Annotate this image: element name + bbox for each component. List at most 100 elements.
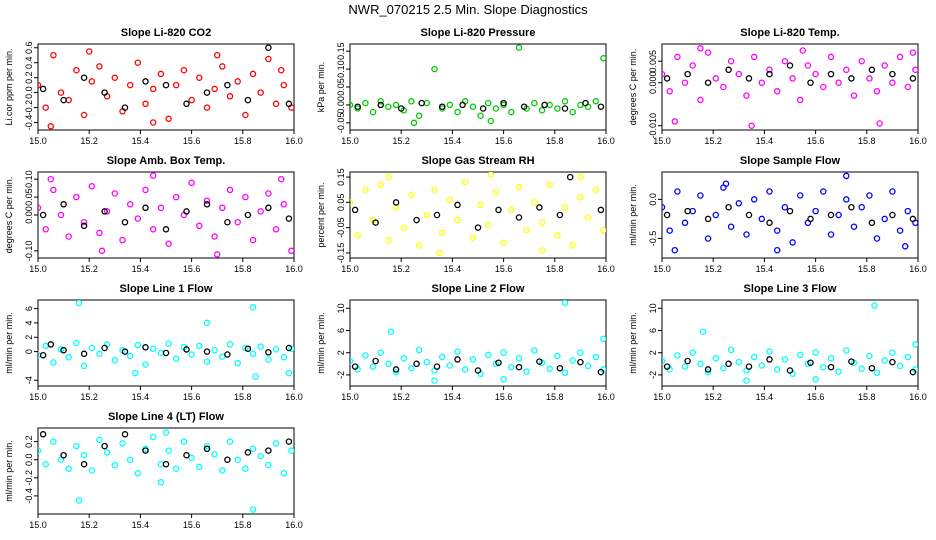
highlight-point: [433, 363, 441, 370]
data-point: [697, 96, 704, 104]
x-tick-label: 15.4: [132, 264, 150, 274]
y-tick-label: -0.4: [24, 488, 34, 504]
data-point: [681, 79, 689, 86]
data-point: [272, 226, 280, 233]
data-point: [487, 117, 495, 125]
data-point: [735, 358, 743, 366]
highlight-point: [285, 438, 293, 445]
highlight-point: [121, 431, 129, 438]
highlight-point: [515, 214, 523, 221]
highlight-point: [438, 103, 446, 110]
highlight-point: [807, 359, 814, 366]
data-point: [392, 368, 400, 376]
data-point: [65, 233, 72, 240]
data-point: [362, 99, 369, 107]
chart-panel: Slope Li-820 Temp. 15.0 15.2 15.4 15.6 15.8 16…: [628, 27, 927, 146]
highlight-point: [745, 75, 753, 82]
data-point: [469, 356, 477, 363]
y-tick-label: 0.15: [336, 168, 346, 186]
data-point: [697, 45, 704, 52]
data-point: [157, 479, 165, 486]
data-point: [38, 447, 42, 454]
data-point: [392, 101, 400, 109]
data-point: [866, 352, 873, 360]
data-point: [812, 349, 819, 356]
x-tick-label: 16.0: [909, 136, 927, 146]
data-point: [881, 215, 888, 223]
data-point: [132, 369, 139, 377]
y-tick-label: 6: [24, 306, 34, 311]
chart-panel: Slope Amb. Box Temp. 15.0 15.2 15.4 15.6 15.8…: [4, 155, 303, 274]
data-point: [843, 66, 850, 74]
highlight-point: [474, 367, 482, 374]
highlight-point: [39, 211, 47, 219]
data-point: [538, 219, 546, 226]
x-tick-label: 15.2: [704, 136, 722, 146]
highlight-point: [224, 456, 231, 463]
x-tick-label: 15.6: [495, 136, 513, 146]
data-point: [272, 100, 280, 108]
highlight-point: [827, 363, 835, 371]
data-point: [350, 357, 354, 365]
data-point: [835, 368, 842, 375]
highlight-point: [121, 348, 129, 355]
y-tick-label: 0.05: [336, 194, 346, 212]
data-points: [38, 300, 294, 380]
data-point: [454, 348, 461, 355]
data-point: [889, 349, 896, 356]
data-point: [280, 81, 288, 89]
highlight-point: [142, 78, 149, 85]
y-tick-label: -4: [24, 376, 34, 384]
highlight-point: [827, 211, 835, 219]
data-point: [758, 215, 766, 223]
data-point: [438, 353, 446, 361]
data-point: [272, 346, 280, 353]
data-point: [735, 200, 743, 207]
highlight-point: [577, 358, 584, 366]
data-points: [38, 429, 294, 513]
highlight-point: [766, 356, 773, 363]
data-point: [873, 369, 881, 376]
data-point: [242, 193, 249, 201]
data-point: [735, 70, 743, 78]
data-point: [876, 120, 883, 127]
data-point: [781, 356, 789, 363]
data-point: [720, 364, 727, 372]
data-point: [42, 104, 49, 111]
y-axis-label: kPa per min.: [316, 62, 326, 113]
highlight-point: [39, 85, 47, 93]
data-point: [712, 211, 720, 219]
data-point: [96, 350, 103, 358]
highlight-point: [786, 62, 794, 69]
highlight-point: [162, 460, 170, 468]
data-point: [188, 96, 195, 104]
y-axis-label: ml/min per min.: [4, 312, 14, 374]
x-tick-label: 15.4: [444, 136, 462, 146]
data-point: [889, 79, 896, 86]
highlight-point: [162, 226, 170, 233]
data-point: [592, 186, 600, 193]
highlight-point: [372, 357, 379, 365]
highlight-point: [684, 357, 691, 365]
data-point: [73, 66, 80, 74]
data-point: [896, 53, 904, 61]
highlight-point: [203, 201, 211, 208]
highlight-point: [224, 351, 231, 358]
data-point: [288, 447, 294, 454]
x-tick-label: 15.4: [132, 136, 150, 146]
data-point: [213, 51, 221, 59]
data-point: [180, 438, 188, 445]
data-point: [469, 103, 477, 110]
highlight-point: [265, 204, 272, 212]
x-tick-label: 16.0: [909, 264, 927, 274]
data-point: [492, 188, 500, 196]
highlight-point: [392, 366, 400, 373]
x-tick-label: 15.8: [234, 264, 252, 274]
highlight-point: [479, 105, 487, 112]
highlight-point: [520, 103, 528, 110]
data-point: [812, 376, 819, 383]
data-point: [272, 440, 280, 447]
highlight-point: [745, 363, 753, 370]
data-point: [203, 197, 211, 204]
data-point: [57, 211, 65, 219]
